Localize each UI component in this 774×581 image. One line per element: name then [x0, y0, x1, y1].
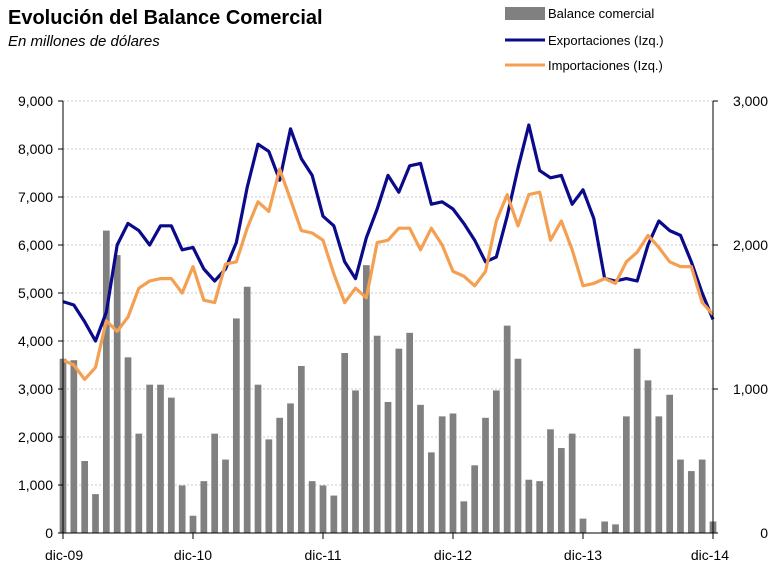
- legend-label-exportaciones: Exportaciones (Izq.): [548, 33, 664, 48]
- bar-balance: [362, 265, 370, 533]
- legend-label-importaciones: Importaciones (Izq.): [548, 58, 663, 73]
- bar-balance: [482, 417, 489, 533]
- left-axis-ticks: 0 1,000 2,000 3,000 4,000 5,000 6,000 7,000 8,00…: [18, 93, 63, 541]
- bar-balance: [124, 357, 132, 533]
- bar-balance: [211, 433, 219, 533]
- chart-axes: [62, 101, 714, 534]
- bar-balance: [70, 360, 78, 533]
- bar-balance: [178, 485, 186, 533]
- left-tick-label: 8,000: [18, 141, 53, 157]
- bar-balance: [503, 325, 511, 533]
- bar-balance: [330, 495, 338, 533]
- bar-balance: [319, 485, 327, 533]
- legend-label-balance: Balance comercial: [548, 6, 654, 21]
- bar-balance: [113, 255, 121, 533]
- x-axis-ticks: dic-09 dic-10 dic-11 dic-12 dic-13 dic-14: [45, 533, 729, 563]
- bar-balance: [297, 365, 305, 533]
- bar-balance: [189, 515, 197, 533]
- right-tick-label: 1,000: [733, 381, 768, 397]
- bar-balance: [644, 380, 652, 533]
- x-tick-label: dic-13: [564, 547, 602, 563]
- bar-balance: [557, 448, 565, 533]
- bar-balance: [438, 416, 446, 533]
- bar-balance: [373, 335, 381, 533]
- right-tick-label: 3,000: [733, 93, 768, 109]
- bar-balance: [568, 433, 576, 533]
- left-tick-label: 2,000: [18, 429, 53, 445]
- x-tick-label: dic-11: [304, 547, 341, 563]
- x-tick-label: dic-09: [45, 547, 83, 563]
- bar-balance: [666, 394, 674, 533]
- bar-balance: [167, 397, 175, 533]
- bar-balance: [427, 452, 435, 533]
- bar-balance: [135, 433, 143, 533]
- bar-balance: [395, 348, 403, 533]
- right-tick-label: 2,000: [733, 237, 768, 253]
- right-axis-ticks: 0 1,000 2,000 3,000: [713, 93, 768, 541]
- bar-balance: [81, 461, 89, 533]
- bar-balance: [265, 439, 273, 533]
- bar-balance: [287, 403, 294, 533]
- left-tick-label: 7,000: [18, 189, 53, 205]
- bar-balance: [579, 518, 587, 533]
- bar-balance: [232, 318, 240, 533]
- bar-balance: [146, 384, 154, 533]
- bar-balance: [536, 481, 544, 533]
- bar-balance: [698, 459, 706, 533]
- bar-balance: [102, 230, 110, 533]
- legend-swatch-balance: [505, 7, 545, 20]
- bar-balance: [243, 286, 251, 533]
- bar-balance: [254, 384, 262, 533]
- bar-balance: [547, 429, 554, 533]
- bar-balance: [612, 524, 619, 533]
- bar-balance: [601, 521, 609, 533]
- bar-balance: [406, 332, 414, 533]
- bar-balance: [308, 481, 316, 533]
- bar-balance: [622, 416, 630, 533]
- bar-balance: [492, 390, 500, 533]
- left-tick-label: 4,000: [18, 333, 53, 349]
- bar-balance: [655, 416, 663, 533]
- bar-balance: [514, 358, 522, 533]
- left-tick-label: 0: [45, 525, 53, 541]
- bar-balance: [341, 353, 349, 533]
- bar-balance: [417, 404, 424, 533]
- bar-balance: [471, 465, 479, 533]
- bar-balance: [200, 481, 208, 533]
- x-tick-label: dic-12: [434, 547, 472, 563]
- line-exportaciones: [62, 123, 715, 343]
- bar-balance: [384, 401, 392, 533]
- bar-balance: [449, 413, 457, 533]
- x-tick-label: dic-10: [174, 547, 212, 563]
- bar-balance: [687, 471, 695, 533]
- bar-balance: [352, 390, 359, 533]
- bar-balance: [525, 479, 533, 533]
- left-tick-label: 5,000: [18, 285, 53, 301]
- bar-balance: [222, 459, 229, 533]
- right-tick-label: 0: [760, 525, 768, 541]
- bar-balance: [677, 459, 684, 533]
- bar-balance: [276, 417, 284, 533]
- chart-legend: Balance comercial Exportaciones (Izq.) I…: [505, 6, 664, 73]
- chart-title: Evolución del Balance Comercial: [8, 7, 323, 29]
- bar-balance: [92, 494, 99, 533]
- bar-balance: [633, 348, 641, 533]
- left-tick-label: 9,000: [18, 93, 53, 109]
- line-series-group: [62, 123, 715, 381]
- left-tick-label: 1,000: [18, 477, 53, 493]
- line-importaciones: [62, 167, 715, 381]
- left-tick-label: 3,000: [18, 381, 53, 397]
- x-tick-label: dic-14: [691, 547, 729, 563]
- left-tick-label: 6,000: [18, 237, 53, 253]
- bar-balance: [157, 384, 164, 533]
- bar-balance: [460, 501, 468, 533]
- chart-subtitle: En millones de dólares: [8, 33, 160, 50]
